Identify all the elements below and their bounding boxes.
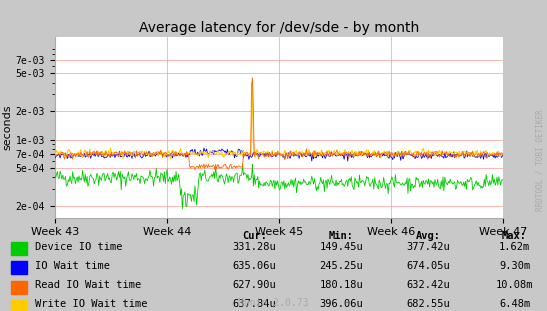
Text: Munin 2.0.73: Munin 2.0.73 xyxy=(238,298,309,308)
Bar xyxy=(11,242,27,255)
Text: Read IO Wait time: Read IO Wait time xyxy=(35,280,142,290)
Text: 10.08m: 10.08m xyxy=(496,280,533,290)
Text: 6.48m: 6.48m xyxy=(499,299,530,309)
Text: Device IO time: Device IO time xyxy=(35,242,123,252)
Text: 682.55u: 682.55u xyxy=(406,299,450,309)
Y-axis label: seconds: seconds xyxy=(3,105,13,150)
Text: Avg:: Avg: xyxy=(415,231,440,241)
Text: 674.05u: 674.05u xyxy=(406,261,450,271)
Text: 331.28u: 331.28u xyxy=(232,242,276,252)
Text: Max:: Max: xyxy=(502,231,527,241)
Text: 627.90u: 627.90u xyxy=(232,280,276,290)
Text: IO Wait time: IO Wait time xyxy=(35,261,110,271)
Text: RRDTOOL / TOBI OETIKER: RRDTOOL / TOBI OETIKER xyxy=(536,109,544,211)
Bar xyxy=(11,261,27,274)
Text: Cur:: Cur: xyxy=(242,231,267,241)
Bar xyxy=(11,281,27,294)
Text: Min:: Min: xyxy=(329,231,354,241)
Text: Write IO Wait time: Write IO Wait time xyxy=(35,299,148,309)
Bar xyxy=(11,300,27,311)
Text: 637.84u: 637.84u xyxy=(232,299,276,309)
Text: 377.42u: 377.42u xyxy=(406,242,450,252)
Text: 9.30m: 9.30m xyxy=(499,261,530,271)
Text: 180.18u: 180.18u xyxy=(319,280,363,290)
Text: 149.45u: 149.45u xyxy=(319,242,363,252)
Text: 396.06u: 396.06u xyxy=(319,299,363,309)
Text: 245.25u: 245.25u xyxy=(319,261,363,271)
Text: 1.62m: 1.62m xyxy=(499,242,530,252)
Text: 635.06u: 635.06u xyxy=(232,261,276,271)
Text: 632.42u: 632.42u xyxy=(406,280,450,290)
Title: Average latency for /dev/sde - by month: Average latency for /dev/sde - by month xyxy=(139,21,419,35)
